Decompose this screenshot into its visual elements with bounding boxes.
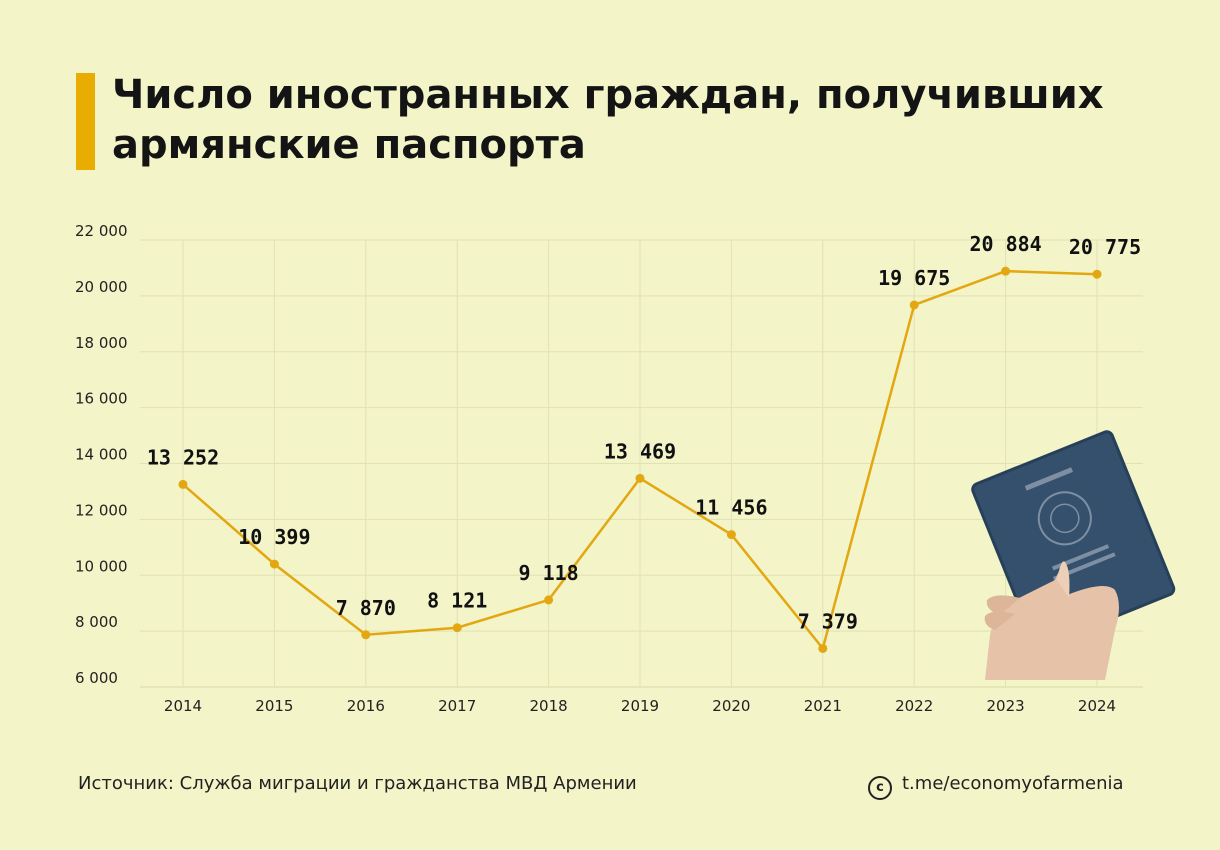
x-tick-label: 2021 (804, 697, 842, 715)
data-point (1001, 266, 1011, 276)
data-point (818, 643, 828, 653)
x-tick-label: 2018 (530, 697, 568, 715)
data-label: 9 118 (518, 561, 578, 585)
data-point (909, 300, 919, 310)
copyright-icon: c (868, 776, 892, 800)
data-label: 13 469 (604, 439, 676, 463)
data-label: 13 252 (147, 445, 219, 469)
y-tick-label: 22 000 (75, 222, 128, 240)
x-tick-label: 2015 (255, 697, 293, 715)
y-tick-label: 10 000 (75, 557, 128, 575)
data-label: 8 121 (427, 589, 487, 613)
data-label: 11 456 (695, 496, 767, 520)
x-axis-ticks: 2014 2015 2016 2017 2018 2019 2020 2021 2022 2023… (164, 697, 1116, 715)
y-tick-label: 12 000 (75, 501, 128, 519)
data-point (726, 530, 736, 540)
data-point (178, 479, 188, 489)
data-point (452, 623, 462, 633)
data-point (1092, 269, 1102, 279)
title-line-1: Число иностранных граждан, получивших (112, 72, 1104, 118)
passport-hand-photo (971, 430, 1176, 680)
data-label: 10 399 (238, 525, 310, 549)
data-point (269, 559, 279, 569)
data-label: 20 775 (1069, 235, 1141, 259)
y-tick-label: 14 000 (75, 446, 128, 464)
y-tick-label: 18 000 (75, 334, 128, 352)
data-points (178, 266, 1102, 653)
x-tick-label: 2023 (987, 697, 1025, 715)
y-axis-ticks: 6 000 8 000 10 000 12 000 14 000 16 000 18 000… (75, 222, 128, 687)
data-label: 19 675 (878, 266, 950, 290)
data-label: 7 870 (336, 596, 396, 620)
data-point (361, 630, 371, 640)
channel-link-text[interactable]: t.me/economyofarmenia (902, 773, 1124, 794)
x-tick-label: 2019 (621, 697, 659, 715)
page-title: Число иностранных граждан, получивших ар… (112, 70, 1104, 170)
data-point (544, 595, 554, 605)
data-labels: 13 252 10 399 7 870 8 121 9 118 13 469 11 456 7… (147, 232, 1141, 633)
x-tick-label: 2020 (712, 697, 750, 715)
title-accent-bar (76, 73, 95, 170)
x-tick-label: 2017 (438, 697, 476, 715)
y-tick-label: 16 000 (75, 390, 128, 408)
channel-link[interactable]: c t.me/economyofarmenia (868, 773, 1124, 800)
y-tick-label: 6 000 (75, 669, 118, 687)
x-tick-label: 2016 (347, 697, 385, 715)
data-label: 7 379 (798, 609, 858, 633)
data-label: 20 884 (969, 232, 1041, 256)
x-tick-label: 2024 (1078, 697, 1116, 715)
x-tick-label: 2014 (164, 697, 202, 715)
grid (140, 239, 1143, 688)
source-note: Источник: Служба миграции и гражданства … (78, 773, 637, 794)
x-tick-label: 2022 (895, 697, 933, 715)
title-line-2: армянские паспорта (112, 122, 586, 168)
y-tick-label: 20 000 (75, 278, 128, 296)
data-point (635, 473, 645, 483)
y-tick-label: 8 000 (75, 613, 118, 631)
